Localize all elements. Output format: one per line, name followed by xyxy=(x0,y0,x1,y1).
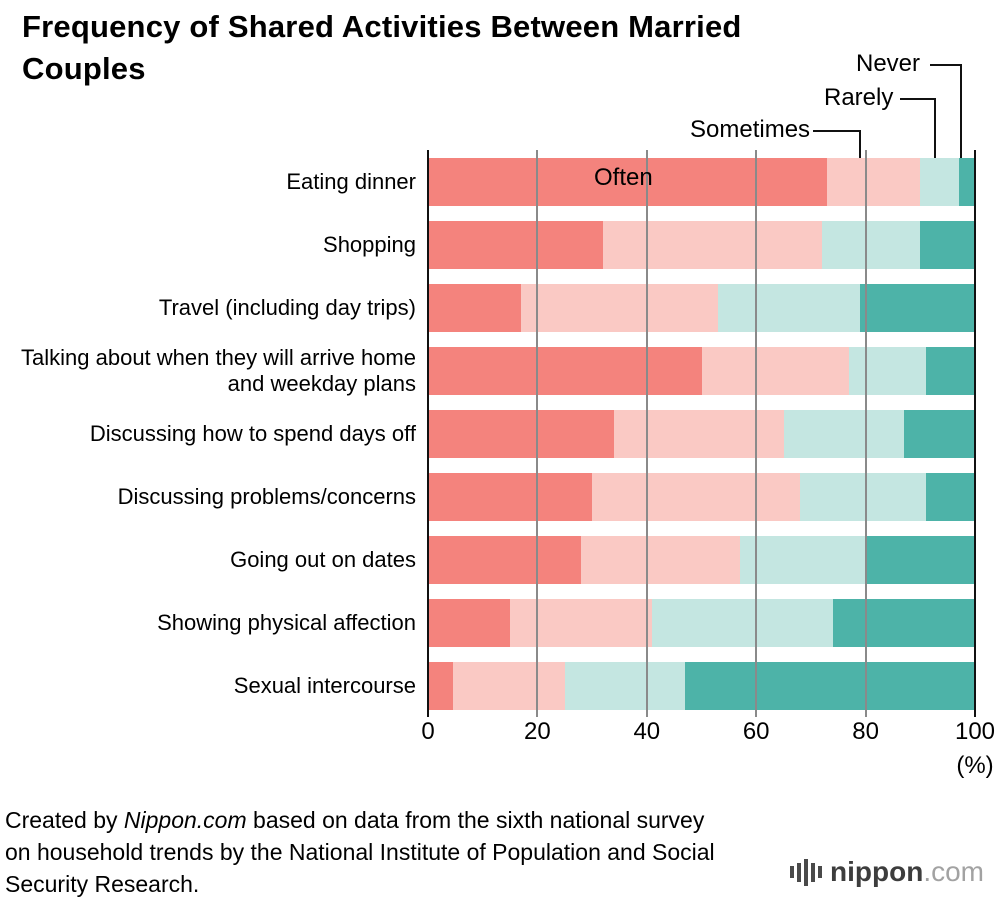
leader-line-never xyxy=(960,64,962,158)
bar-segment-never xyxy=(685,661,975,710)
leader-line-sometimes xyxy=(813,130,861,132)
bar-segment-never xyxy=(903,409,975,458)
category-label: Discussing how to spend days off xyxy=(89,420,416,446)
category-label: Showing physical affection xyxy=(157,609,416,635)
bar-segment-never xyxy=(925,346,975,395)
leader-line-rarely xyxy=(934,98,936,158)
category-label: Eating dinner xyxy=(286,168,416,194)
bar-segment-rarely xyxy=(783,409,904,458)
stacked-bar xyxy=(428,661,975,710)
leader-line-rarely xyxy=(900,98,936,100)
stacked-bar xyxy=(428,220,975,269)
stacked-bar xyxy=(428,346,975,395)
bar-segment-often xyxy=(428,409,614,458)
bar-segment-sometimes xyxy=(613,409,784,458)
bar-segment-rarely xyxy=(821,220,921,269)
x-tick-label: 60 xyxy=(742,718,770,745)
legend-label-never: Never xyxy=(856,50,921,77)
source-note-brand: Nippon.com xyxy=(123,807,247,833)
logo-text-bold: nippon xyxy=(830,856,924,887)
bar-segment-never xyxy=(958,157,975,206)
logo-text-light: .com xyxy=(923,856,984,887)
bar-segment-often xyxy=(428,661,453,710)
chart-row: Talking about when they will arrive home… xyxy=(0,339,975,402)
nippon-logo: nippon.com xyxy=(790,856,984,888)
chart-row: Sexual intercourse xyxy=(0,654,975,717)
bar-segment-sometimes xyxy=(581,535,740,584)
stacked-bar xyxy=(428,283,975,332)
bar-segment-often xyxy=(428,598,511,647)
category-label: Going out on dates xyxy=(230,546,416,572)
x-axis-unit-label: (%) xyxy=(956,752,994,779)
stacked-bar xyxy=(428,409,975,458)
legend-label-often: Often xyxy=(594,164,653,191)
category-label: Sexual intercourse xyxy=(233,672,416,698)
stacked-bar xyxy=(428,535,975,584)
bar-chart: Eating dinner Shopping Travel (including d… xyxy=(0,150,975,717)
category-label: Shopping xyxy=(323,231,416,257)
bar-segment-never xyxy=(925,472,975,521)
chart-title: Frequency of Shared Activities Between M… xyxy=(22,9,742,86)
leader-line-sometimes xyxy=(859,130,861,158)
bar-segment-never xyxy=(832,598,975,647)
legend-label-rarely: Rarely xyxy=(824,84,894,111)
x-axis: (%) 0 20 40 60 80 100 xyxy=(421,718,995,788)
bar-segment-rarely xyxy=(717,283,861,332)
x-tick-label: 0 xyxy=(421,718,435,745)
x-tick-label: 80 xyxy=(852,718,879,745)
bar-segment-never xyxy=(860,283,975,332)
bar-segment-sometimes xyxy=(592,472,800,521)
x-tick-label: 20 xyxy=(524,718,551,745)
bar-segment-sometimes xyxy=(452,661,565,710)
bar-segment-rarely xyxy=(564,661,686,710)
bar-segment-rarely xyxy=(920,157,959,206)
category-label: Travel (including day trips) xyxy=(158,294,416,320)
bar-segment-rarely xyxy=(849,346,926,395)
chart-row: Discussing problems/concerns xyxy=(0,465,975,528)
bar-segment-often xyxy=(428,346,702,395)
bar-segment-never xyxy=(920,220,975,269)
bar-segment-rarely xyxy=(799,472,926,521)
bar-segment-rarely xyxy=(739,535,866,584)
category-label: Talking about when they will arrive home… xyxy=(21,344,416,396)
bar-segment-often xyxy=(428,220,604,269)
leader-line-never xyxy=(930,64,962,66)
bar-segment-often xyxy=(428,283,521,332)
x-tick-label: 40 xyxy=(633,718,661,745)
chart-row: Showing physical affection xyxy=(0,591,975,654)
nippon-logo-icon xyxy=(790,857,823,887)
bar-segment-often xyxy=(428,472,593,521)
stacked-bar xyxy=(428,598,975,647)
bar-segment-sometimes xyxy=(827,157,921,206)
stacked-bar xyxy=(428,472,975,521)
chart-row: Travel (including day trips) xyxy=(0,276,975,339)
stacked-bar xyxy=(428,157,975,206)
chart-row: Discussing how to spend days off xyxy=(0,402,975,465)
chart-row: Eating dinner xyxy=(0,150,975,213)
bar-segment-sometimes xyxy=(603,220,822,269)
bar-segment-often xyxy=(428,535,582,584)
category-label: Discussing problems/concerns xyxy=(117,483,416,509)
bar-segment-never xyxy=(865,535,975,584)
x-tick-label: 100 xyxy=(954,718,996,745)
bar-segment-sometimes xyxy=(510,598,653,647)
bar-segment-sometimes xyxy=(701,346,850,395)
source-note-prefix: Created by xyxy=(5,807,124,833)
bar-segment-sometimes xyxy=(520,283,718,332)
source-note: Created by Nippon.com based on data from… xyxy=(5,804,725,901)
bar-segment-often xyxy=(428,157,828,206)
legend-label-sometimes: Sometimes xyxy=(690,116,811,143)
chart-row: Going out on dates xyxy=(0,528,975,591)
bar-segment-rarely xyxy=(652,598,833,647)
chart-row: Shopping xyxy=(0,213,975,276)
source-note-suffix: based on data from the sixth national su… xyxy=(5,807,715,898)
